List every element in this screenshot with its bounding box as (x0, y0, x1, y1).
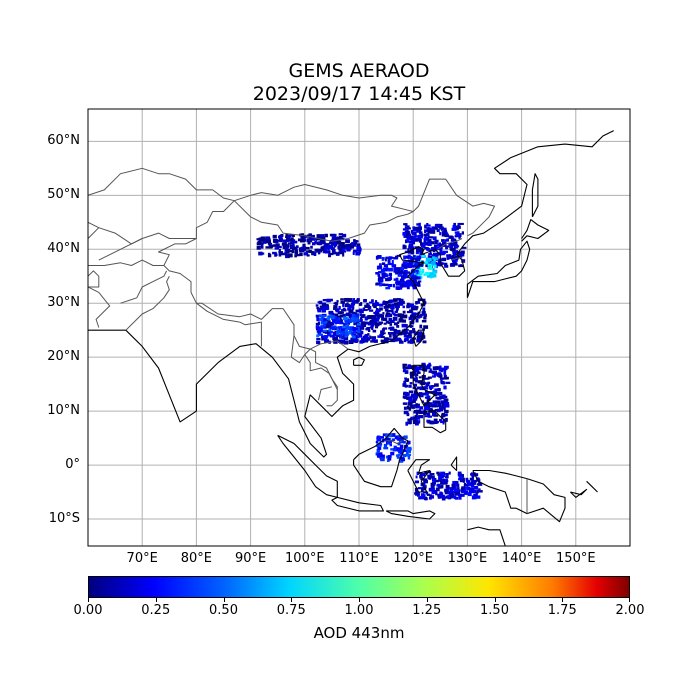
country-border (88, 270, 100, 288)
aod-region-borneo (375, 433, 412, 463)
country-border (304, 354, 338, 390)
coastline (467, 526, 506, 546)
colorbar-tick-mark (223, 598, 225, 602)
coastline-layer (88, 130, 614, 546)
coastline (412, 329, 425, 347)
country-border (386, 440, 403, 444)
coastline (521, 219, 550, 242)
coastline (331, 496, 384, 512)
lat-tick-label: 50°N (47, 187, 80, 203)
colorbar-tick-mark (562, 598, 564, 602)
map-frame (87, 108, 631, 547)
coastline (570, 488, 588, 498)
country-border (98, 238, 143, 261)
coastline (88, 130, 614, 458)
coastline (353, 427, 409, 488)
colorbar-tick-label: 0.00 (73, 603, 103, 618)
lat-tick-label: 20°N (47, 349, 80, 365)
country-border (233, 200, 414, 242)
country-border (290, 335, 338, 407)
colorbar-tick-label: 1.75 (547, 603, 577, 618)
country-border (437, 238, 463, 250)
colorbar-tick-label: 1.50 (480, 603, 509, 618)
coastline (277, 434, 338, 498)
colorbar-tick-mark (291, 598, 293, 602)
coastline (423, 410, 447, 434)
colorbar (88, 576, 630, 598)
country-border (88, 221, 100, 229)
lat-tick-label: 10°S (48, 511, 80, 527)
coastline (353, 356, 365, 366)
aod-region-indonesia-east (414, 470, 483, 501)
lon-tick-label: 150°E (556, 551, 596, 566)
chart-title-line2: 2023/09/17 14:45 KST (252, 83, 466, 105)
lon-tick-label: 110°E (339, 551, 379, 566)
country-border (125, 275, 170, 331)
coastline (531, 173, 539, 218)
colorbar-tick-mark (359, 598, 360, 602)
lat-tick-label: 10°N (47, 403, 80, 419)
country-border (88, 167, 235, 202)
lat-tick-label: 0° (65, 457, 80, 473)
lon-tick-label: 70°E (126, 551, 158, 566)
colorbar-tick-mark (426, 598, 428, 602)
aod-region-sichuan (315, 314, 362, 339)
lon-tick-label: 140°E (501, 551, 542, 566)
lon-tick-label: 120°E (393, 551, 433, 566)
lon-tick-label: 100°E (285, 551, 325, 566)
colorbar-label: AOD 443nm (313, 624, 405, 642)
coastline (412, 364, 436, 407)
coastline (466, 240, 531, 298)
colorbar-tick-label: 1.25 (412, 603, 442, 618)
colorbar-tick-label: 0.50 (209, 603, 238, 618)
aod-region-north-china-plain (375, 254, 424, 291)
colorbar-tick-mark (629, 598, 630, 602)
lon-tick-label: 90°E (234, 551, 267, 566)
lat-tick-label: 60°N (47, 133, 80, 149)
coastline (407, 459, 431, 493)
coastline (450, 456, 458, 472)
lat-tick-label: 30°N (47, 295, 80, 311)
country-border (120, 270, 168, 304)
aod-data-layer (256, 222, 483, 501)
country-border (88, 286, 111, 328)
coastline (385, 510, 436, 520)
country-border (88, 259, 349, 350)
aod-region-philippines (402, 362, 451, 426)
country-border (317, 386, 333, 401)
colorbar-tick-label: 2.00 (615, 603, 645, 618)
colorbar-tick-mark (494, 598, 496, 602)
chart-title-line1: GEMS AERAOD (288, 60, 430, 82)
colorbar-tick-mark (155, 598, 157, 602)
lon-tick-label: 130°E (447, 551, 488, 566)
country-border (239, 321, 262, 347)
coastline (586, 480, 598, 493)
graticule (88, 109, 630, 546)
colorbar-tick-label: 0.75 (276, 603, 306, 618)
lon-tick-label: 80°E (180, 551, 213, 566)
country-border (450, 256, 463, 261)
country-border (196, 302, 240, 323)
colorbar-tick-label: 0.25 (141, 603, 171, 618)
colorbar-tick-label: 1.00 (344, 603, 374, 618)
country-border (158, 178, 495, 266)
colorbar-tick-mark (88, 598, 89, 602)
lat-tick-label: 40°N (47, 241, 80, 257)
coastline (472, 469, 566, 523)
aod-region-inner-mongolia (321, 238, 362, 256)
